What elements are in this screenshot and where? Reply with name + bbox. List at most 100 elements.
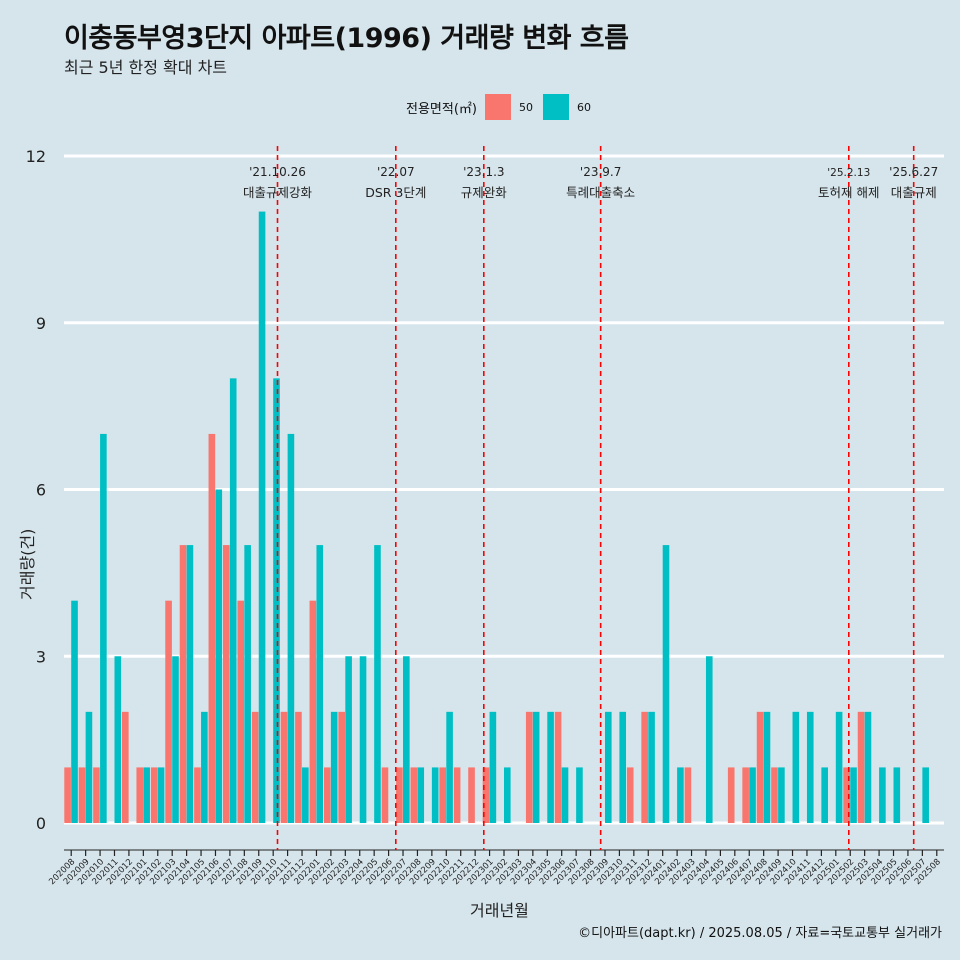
bar-60 (604, 711, 612, 823)
source-caption: ©디아파트(dapt.kr) / 2025.08.05 / 자료=국토교통부 실… (578, 926, 942, 941)
bar-60 (547, 711, 554, 823)
bar-60 (85, 711, 93, 823)
bar-50 (179, 545, 187, 823)
x-axis-title: 거래년월 (470, 901, 529, 920)
bar-50 (439, 767, 446, 823)
event-date-label: '23.1.3 (463, 165, 504, 179)
bar-50 (237, 600, 245, 823)
bar-60 (561, 767, 569, 823)
event-text-label: 대출규제강화 (243, 185, 313, 200)
bar-60 (215, 489, 223, 823)
bar-60 (229, 378, 237, 823)
chart-subtitle: 최근 5년 한정 확대 차트 (64, 58, 228, 77)
bar-50 (280, 711, 288, 823)
bar-60 (258, 211, 266, 824)
bar-60 (864, 711, 872, 823)
event-text-label: 특례대출축소 (566, 185, 635, 200)
bar-60 (201, 711, 208, 823)
bar-50 (482, 767, 490, 823)
bar-50 (78, 767, 86, 823)
bar-50 (136, 767, 144, 823)
bar-60 (302, 767, 309, 823)
bar-60 (532, 711, 540, 823)
bar-60 (835, 711, 843, 823)
bar-60 (893, 767, 901, 823)
bar-60 (792, 711, 800, 823)
bar-50 (756, 711, 764, 823)
bar-50 (525, 711, 533, 823)
event-date-label: '22.07 (377, 165, 415, 179)
y-tick-label: 3 (36, 647, 46, 666)
bar-50 (742, 767, 749, 823)
bar-50 (323, 767, 331, 823)
bar-60 (100, 433, 107, 823)
bar-50 (684, 767, 692, 823)
bar-60 (244, 545, 251, 823)
bar-60 (662, 545, 670, 823)
legend-key-60 (542, 94, 569, 120)
bar-50 (222, 545, 230, 823)
bar-60 (619, 711, 627, 823)
chart-title: 이충동부영3단지 아파트(1996) 거래량 변화 흐름 (64, 23, 629, 54)
bar-60 (345, 656, 352, 823)
bar-60 (403, 656, 410, 823)
bar-60 (71, 600, 78, 823)
bar-60 (806, 711, 814, 823)
bar-60 (374, 545, 381, 823)
event-date-label: '25.6.27 (889, 165, 938, 179)
bar-60 (576, 767, 583, 823)
event-text-label: 규제완화 (461, 185, 508, 200)
bar-60 (316, 545, 324, 823)
bar-50 (410, 767, 418, 823)
bar-50 (396, 767, 403, 823)
bar-60 (417, 767, 425, 823)
legend-label-50: 50 (518, 100, 533, 114)
y-tick-label: 6 (36, 481, 46, 500)
legend-title: 전용면적(㎡) (406, 101, 477, 117)
legend-key-50 (484, 94, 511, 120)
bar-60 (143, 767, 150, 823)
bar-50 (554, 711, 562, 823)
bar-60 (172, 656, 179, 823)
bar-60 (157, 767, 165, 823)
y-tick-label: 12 (26, 147, 46, 166)
event-text-label: DSR 3단계 (365, 185, 426, 200)
event-date-label: '23.9.7 (580, 165, 621, 179)
bar-60 (763, 711, 771, 823)
bar-50 (93, 767, 100, 823)
bar-50 (727, 767, 735, 823)
bar-60 (821, 767, 828, 823)
bar-60 (648, 711, 655, 823)
bar-50 (641, 711, 648, 823)
bar-50 (338, 711, 346, 823)
bar-50 (771, 767, 778, 823)
bar-60 (446, 711, 453, 823)
bar-50 (857, 711, 865, 823)
event-date-label: '21.10.26 (249, 165, 306, 179)
bar-50 (309, 600, 317, 823)
bar-60 (431, 767, 439, 823)
bar-50 (208, 433, 216, 823)
bar-60 (504, 767, 511, 823)
event-date-label: '25.2.13 (827, 167, 870, 179)
legend: 전용면적(㎡) 50 60 (406, 93, 601, 121)
bar-60 (287, 433, 295, 823)
bar-50 (150, 767, 158, 823)
bar-50 (194, 767, 201, 823)
bar-60 (850, 767, 857, 823)
bar-60 (489, 711, 497, 823)
bar-50 (381, 767, 389, 823)
bar-60 (705, 656, 713, 823)
y-tick-label: 9 (36, 314, 46, 333)
bar-60 (330, 711, 338, 823)
bar-60 (186, 545, 194, 823)
bar-60 (114, 656, 122, 823)
bar-50 (453, 767, 461, 823)
bar-60 (677, 767, 684, 823)
bar-50 (165, 600, 172, 823)
bar-60 (922, 767, 929, 823)
bar-60 (879, 767, 886, 823)
bar-50 (468, 767, 475, 823)
event-text-label: 토허제 해제 (818, 185, 879, 200)
